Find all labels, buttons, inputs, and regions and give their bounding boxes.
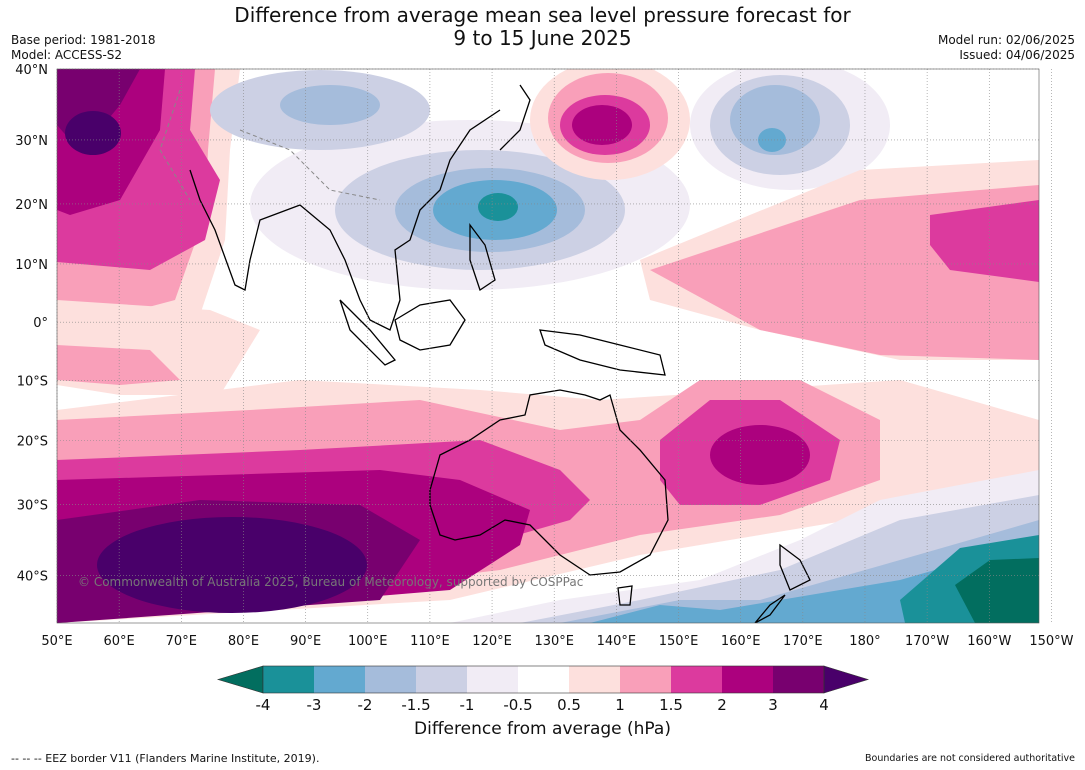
lon-labels: 50°E 60°E 70°E 80°E 90°E 100°E 110°E 120°E 130°E… <box>41 634 1073 649</box>
colorbar-tick-label: -0.5 <box>503 696 532 714</box>
model-name: Model: ACCESS-S2 <box>11 48 123 62</box>
coast-india <box>189 169 301 291</box>
colorbar-tick-label: -1 <box>460 696 475 714</box>
lon-tick-label: 140°E <box>597 634 637 649</box>
colorbar: -4 -3 -2 -1.5 -1 -0.5 0.5 1 1.5 2 3 4 <box>216 665 870 714</box>
contour-north-china-2 <box>280 85 380 125</box>
title-line-2: 9 to 15 June 2025 <box>453 26 632 50</box>
eez-footnote: -- -- -- EEZ border V11 (Flanders Marine… <box>11 752 320 765</box>
contour-sh-4b <box>710 425 810 485</box>
colorbar-tick-label: 2 <box>717 696 727 714</box>
colorbar-segment <box>416 666 468 693</box>
coast-tasmania <box>617 585 633 606</box>
lon-tick-label: 120°E <box>472 634 512 649</box>
colorbar-frame <box>262 665 825 694</box>
lon-tick-label: 170°W <box>905 634 949 649</box>
coast-se-asia <box>299 109 501 331</box>
coast-new-zealand-s <box>754 594 786 623</box>
contour-equatorial-io-2 <box>57 345 180 385</box>
model-run: Model run: 02/06/2025 <box>937 33 1075 47</box>
contour-sp-6 <box>955 558 1039 623</box>
lon-tick-label: 170°E <box>783 634 823 649</box>
colorbar-tick-label: 0.5 <box>557 696 581 714</box>
colorbar-segment <box>518 666 570 693</box>
colorbar-segment <box>467 666 519 693</box>
lat-tick-label: 20°N <box>15 198 48 213</box>
colorbar-segment <box>722 666 774 693</box>
colorbar-tick-label: -3 <box>307 696 322 714</box>
lon-tick-label: 80°E <box>228 634 259 649</box>
lon-tick-label: 180° <box>849 634 880 649</box>
colorbar-segment <box>620 666 672 693</box>
colorbar-tick-label: -4 <box>256 696 271 714</box>
coast-sumatra <box>339 299 397 366</box>
lon-tick-label: 160°W <box>967 634 1011 649</box>
chart-title: Difference from average mean sea level p… <box>0 4 1085 50</box>
colorbar-segment <box>671 666 723 693</box>
lat-labels: 40°N 30°N 20°N 10°N 0° 10°S 20°S 30°S 40°S <box>15 63 48 584</box>
lat-tick-label: 30°N <box>15 134 48 149</box>
colorbar-segment <box>569 666 621 693</box>
colorbar-segment <box>773 666 825 693</box>
coast-borneo <box>394 299 466 351</box>
colorbar-segment <box>314 666 366 693</box>
lat-tick-label: 20°S <box>17 434 48 449</box>
contour-nwp-4 <box>572 105 632 145</box>
colorbar-tick-label: 3 <box>768 696 778 714</box>
base-period: Base period: 1981-2018 <box>11 33 156 47</box>
colorbar-tick-label: 1.5 <box>659 696 683 714</box>
colorbar-title: Difference from average (hPa) <box>414 719 671 739</box>
lat-tick-label: 40°N <box>15 63 48 78</box>
boundaries-disclaimer: Boundaries are not considered authoritat… <box>865 753 1075 764</box>
lon-tick-label: 110°E <box>410 634 450 649</box>
coast-new-zealand-n <box>779 543 811 591</box>
lon-tick-label: 160°E <box>721 634 761 649</box>
contour-nep-3 <box>930 200 1039 282</box>
lon-tick-label: 50°E <box>41 634 72 649</box>
colorbar-tick-label: 1 <box>615 696 625 714</box>
colorbar-tick-label: -2 <box>358 696 373 714</box>
copyright-text: © Commonwealth of Australia 2025, Bureau… <box>78 575 583 589</box>
lat-tick-label: 10°N <box>15 258 48 273</box>
contour-ea-5 <box>478 193 518 221</box>
lon-tick-label: 130°E <box>534 634 574 649</box>
contour-ncp-3 <box>730 85 820 155</box>
lon-tick-label: 150°E <box>659 634 699 649</box>
plot-frame <box>56 68 1040 624</box>
lon-tick-label: 90°E <box>290 634 321 649</box>
contour-india-6 <box>65 111 121 155</box>
lon-tick-label: 70°E <box>166 634 197 649</box>
lat-tick-label: 0° <box>33 316 48 331</box>
title-line-1: Difference from average mean sea level p… <box>234 3 851 27</box>
colorbar-segment <box>365 666 417 693</box>
lon-tick-label: 100°E <box>348 634 388 649</box>
colorbar-under-triangle <box>216 665 264 694</box>
colorbar-tick-label: -1.5 <box>401 696 430 714</box>
meta-left: Base period: 1981-2018 Model: ACCESS-S2 <box>11 33 156 63</box>
anomaly-field <box>57 69 1039 623</box>
eez-borders <box>159 89 381 201</box>
colorbar-segment <box>263 666 315 693</box>
lon-tick-label: 60°E <box>104 634 135 649</box>
contour-sh-6 <box>97 517 367 613</box>
colorbar-tick-label: 4 <box>819 696 829 714</box>
coast-australia <box>429 389 669 576</box>
lon-tick-label: 150°W <box>1029 634 1073 649</box>
issued-date: Issued: 04/06/2025 <box>959 48 1075 62</box>
coast-new-guinea <box>539 329 666 376</box>
lat-tick-label: 10°S <box>17 374 48 389</box>
meta-right: Model run: 02/06/2025 Issued: 04/06/2025 <box>938 33 1075 63</box>
lat-tick-label: 30°S <box>17 499 48 514</box>
coast-philippines <box>469 223 496 292</box>
colorbar-over-triangle <box>823 665 870 694</box>
lat-tick-label: 40°S <box>17 569 48 584</box>
